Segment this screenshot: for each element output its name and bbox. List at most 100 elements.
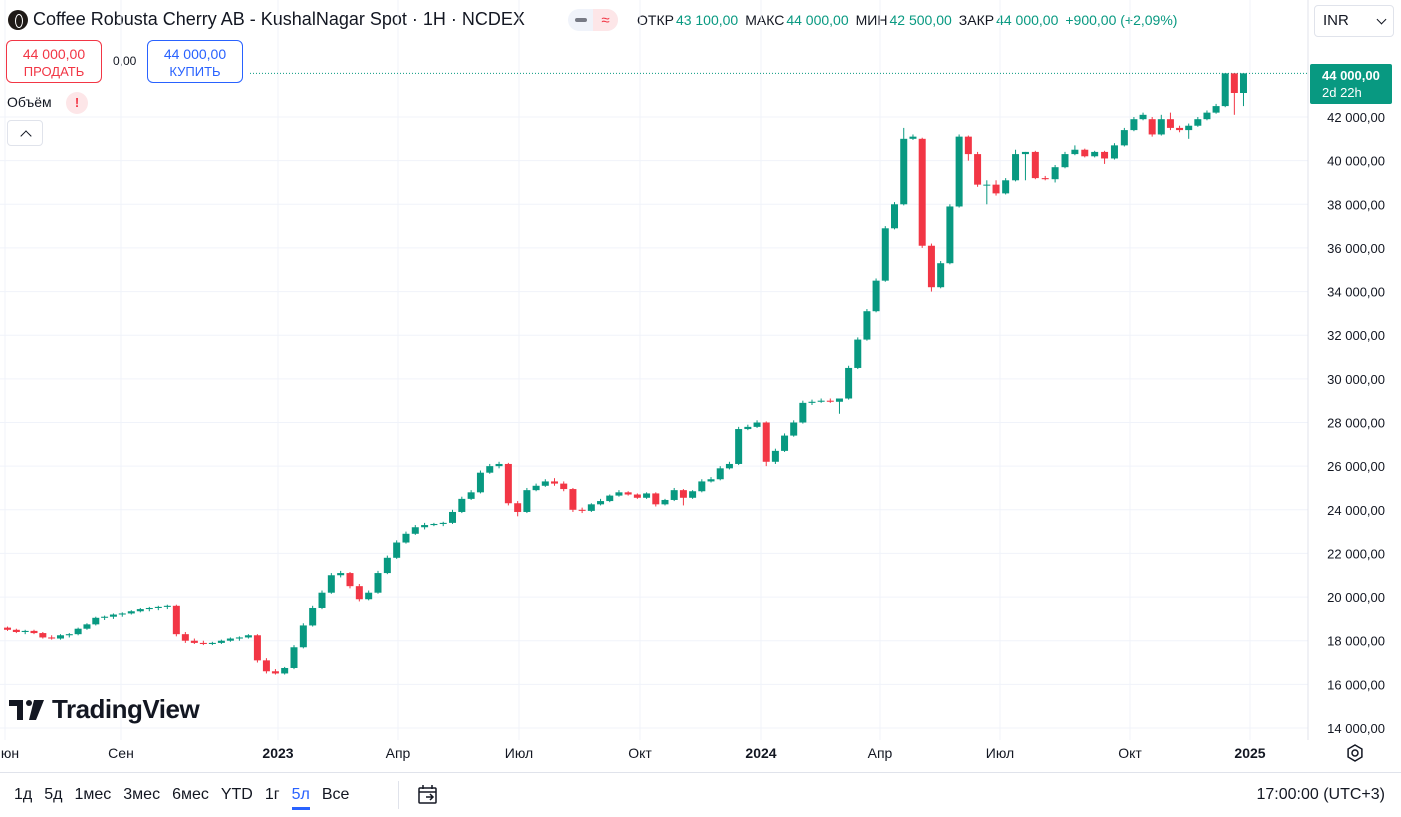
candle — [402, 531, 410, 544]
candle — [109, 613, 117, 619]
candle — [964, 135, 972, 161]
bottom-toolbar: 1д 5д 1мес 3мес 6мес YTD 1г 5л Все 17:00… — [0, 772, 1401, 817]
candle-body — [900, 138, 908, 205]
candle — [21, 629, 29, 635]
candle — [881, 226, 889, 282]
candle-body — [439, 522, 447, 524]
candle-body — [1203, 112, 1211, 120]
candle-body — [1148, 119, 1156, 135]
volume-indicator-label[interactable]: Объём — [7, 94, 52, 110]
candle-body — [74, 628, 82, 635]
period-all[interactable]: Все — [321, 786, 350, 803]
price-tick-label: 40 000,00 — [1327, 154, 1385, 169]
period-1m[interactable]: 1мес — [74, 786, 112, 803]
sell-button[interactable]: 44 000,00 ПРОДАТЬ — [6, 40, 102, 83]
currency-select[interactable]: INR — [1314, 5, 1394, 37]
candle — [863, 309, 871, 341]
candle-body — [1120, 130, 1128, 146]
candle — [118, 612, 126, 617]
candle-body — [337, 573, 345, 576]
period-3m[interactable]: 3мес — [123, 786, 161, 803]
candle-body — [118, 613, 126, 615]
time-tick-label: 2024 — [745, 745, 776, 761]
candle-body — [262, 660, 270, 672]
candle-body — [504, 463, 512, 504]
candle — [449, 509, 457, 524]
period-5y[interactable]: 5л — [286, 786, 316, 810]
candle-body — [109, 614, 117, 617]
symbol-status-pill[interactable]: ≈ — [568, 9, 618, 31]
candle — [532, 483, 540, 492]
candle-body — [327, 575, 335, 593]
time-tick-label: Окт — [628, 745, 652, 761]
candle-body — [661, 499, 669, 505]
candle — [1091, 150, 1099, 158]
price-tick-label: 28 000,00 — [1327, 416, 1385, 431]
period-6m[interactable]: 6мес — [172, 786, 209, 803]
candle — [172, 604, 180, 637]
candle-body — [652, 493, 660, 505]
coffee-bean-icon — [8, 10, 28, 30]
candle-body — [1176, 127, 1184, 131]
candle-body — [762, 422, 770, 462]
candle-body — [826, 400, 834, 402]
candle — [163, 604, 171, 610]
candle — [1139, 112, 1147, 121]
candle-body — [244, 635, 252, 638]
warning-icon[interactable]: ! — [66, 92, 88, 114]
period-ytd[interactable]: YTD — [220, 786, 253, 803]
candle-body — [679, 490, 687, 498]
buy-price: 44 000,00 — [163, 46, 227, 62]
timezone-clock[interactable]: 17:00:00 (UTC+3) — [1256, 786, 1385, 803]
price-chart[interactable]: 14 000,00 16 000,00 18 000,00 20 000,00 22 0… — [0, 0, 1401, 772]
candle — [208, 641, 216, 646]
candle — [707, 477, 715, 483]
candle — [12, 628, 20, 634]
candle — [992, 180, 1000, 196]
period-1d[interactable]: 1д — [14, 786, 33, 803]
candle-body — [863, 311, 871, 340]
candle-body — [127, 611, 135, 614]
candle-body — [235, 637, 243, 639]
candle-body — [964, 136, 972, 155]
ohlc-open-label: ОТКР — [637, 12, 674, 28]
candle-body — [790, 422, 798, 436]
candle — [735, 426, 743, 466]
candle-body — [1157, 119, 1165, 135]
candle — [374, 570, 382, 594]
candle-body — [172, 605, 180, 635]
candle-body — [1230, 73, 1238, 93]
candle-body — [1101, 151, 1109, 159]
candle-body — [65, 634, 73, 636]
price-tick-label: 22 000,00 — [1327, 546, 1385, 561]
candle-body — [318, 592, 326, 608]
candle — [235, 636, 243, 641]
candle-body — [597, 501, 605, 505]
candle — [679, 489, 687, 506]
candle-body — [208, 642, 216, 644]
candle — [845, 365, 853, 400]
candle — [337, 570, 345, 578]
candle-body — [355, 586, 363, 600]
candle-body — [1091, 151, 1099, 157]
symbol-title[interactable]: Coffee Robusta Cherry AB - KushalNagar S… — [33, 9, 525, 29]
candle — [799, 400, 807, 424]
period-5d[interactable]: 5д — [44, 786, 63, 803]
calendar-goto-icon[interactable] — [416, 783, 440, 807]
collapse-legend-button[interactable] — [7, 120, 43, 146]
candle — [154, 605, 162, 611]
candle-body — [974, 154, 982, 185]
price-tick-label: 30 000,00 — [1327, 372, 1385, 387]
period-1y[interactable]: 1г — [264, 786, 280, 803]
candle — [808, 399, 816, 406]
buy-label: КУПИТЬ — [169, 64, 221, 79]
ohlc-high-label: МАКС — [745, 12, 785, 28]
tradingview-logo[interactable]: TradingView — [9, 694, 200, 725]
candle — [624, 491, 632, 496]
gear-icon[interactable] — [1345, 743, 1365, 763]
tradingview-wordmark: TradingView — [52, 694, 200, 724]
candle — [318, 590, 326, 610]
candle — [753, 420, 761, 428]
candle — [835, 398, 843, 414]
buy-button[interactable]: 44 000,00 КУПИТЬ — [147, 40, 243, 83]
